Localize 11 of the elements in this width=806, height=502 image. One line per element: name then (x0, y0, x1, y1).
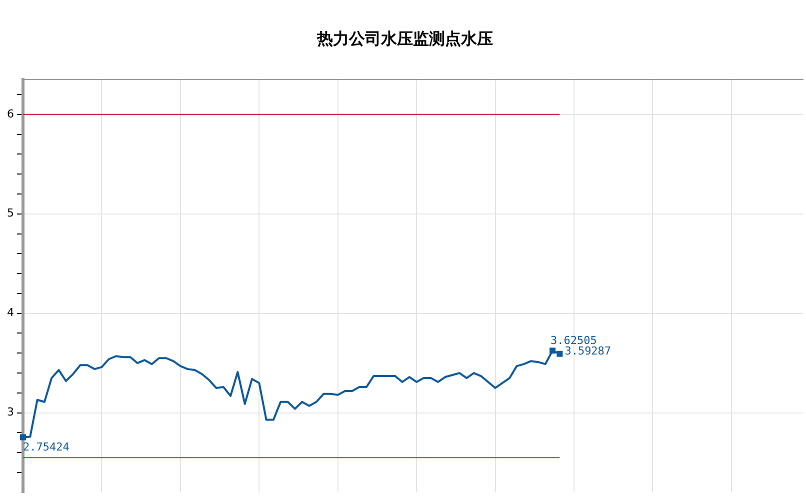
chart-title: 热力公司水压监测点水压 (316, 28, 493, 48)
y-tick-label: 6 (7, 107, 14, 120)
data-label: 3.59287 (564, 344, 612, 358)
data-label: 2.75424 (23, 440, 70, 454)
data-label: 3.62505 (550, 334, 597, 348)
y-tick-label: 4 (7, 306, 14, 320)
y-tick-label: 3 (7, 406, 14, 419)
point (550, 348, 556, 354)
point (20, 434, 26, 440)
point (556, 350, 563, 357)
y-tick-label: 5 (7, 206, 14, 220)
